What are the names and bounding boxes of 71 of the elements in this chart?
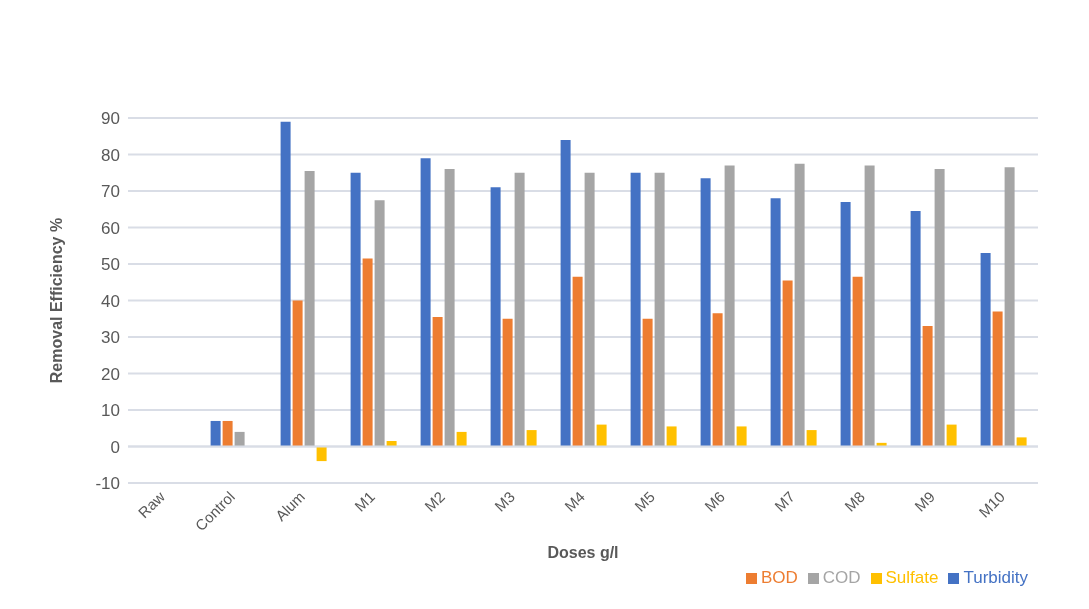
y-tick-label: 50 (101, 255, 120, 275)
bar (210, 420, 221, 447)
bar (280, 121, 291, 447)
bar (432, 316, 443, 447)
bar (572, 276, 583, 447)
x-tick-label: M3 (491, 487, 518, 515)
bar (700, 178, 711, 447)
bar (1004, 167, 1015, 447)
bar (724, 165, 735, 447)
y-tick-label: 90 (101, 109, 120, 129)
bar (584, 172, 595, 447)
x-tick-label: M7 (771, 487, 798, 515)
legend-label: BOD (760, 568, 798, 587)
y-tick-label: 0 (110, 437, 120, 457)
bar (292, 300, 303, 447)
bar (934, 169, 945, 447)
x-tick-label: M1 (351, 487, 378, 515)
y-tick-label: 30 (101, 328, 120, 348)
bar (514, 172, 525, 447)
bar (630, 172, 641, 447)
bar (794, 163, 805, 447)
bar (946, 424, 957, 447)
y-tick-label: -10 (95, 474, 120, 494)
bar (304, 170, 315, 447)
y-tick-label: 80 (101, 145, 120, 165)
y-axis-title: Removal Efficiency % (47, 217, 65, 384)
y-tick-label: 70 (101, 182, 120, 202)
bar (642, 318, 653, 447)
y-tick-label: 20 (101, 364, 120, 384)
bar (596, 424, 607, 447)
bar (374, 200, 385, 447)
bar (444, 169, 455, 447)
bar (736, 426, 747, 447)
x-tick-label: M6 (701, 487, 728, 515)
bar (1016, 437, 1027, 447)
legend-label: Turbidity (963, 568, 1028, 587)
bar (806, 430, 817, 447)
x-tick-label: M8 (841, 487, 868, 515)
y-tick-label: 60 (101, 218, 120, 238)
legend-label: COD (822, 568, 861, 587)
y-tick-label: 40 (101, 291, 120, 311)
bar (864, 165, 875, 447)
bar (770, 198, 781, 447)
x-tick-label: M4 (561, 487, 588, 515)
bar (782, 280, 793, 447)
legend-label: Sulfate (885, 568, 939, 587)
bar (456, 431, 467, 447)
bar (666, 426, 677, 447)
bar (910, 211, 921, 447)
bar (362, 258, 373, 447)
x-tick-label: M9 (911, 487, 938, 515)
bar (712, 313, 723, 447)
bar (526, 430, 537, 447)
bar (234, 431, 245, 447)
x-axis-title: Doses g/l (547, 544, 619, 561)
x-tick-label: M5 (631, 487, 658, 515)
bar (560, 139, 571, 447)
bar (840, 201, 851, 447)
bar (502, 318, 513, 447)
bar (980, 253, 991, 447)
bar (852, 276, 863, 447)
bar (654, 172, 665, 447)
y-tick-label: 10 (101, 401, 120, 421)
bar (386, 441, 397, 447)
bar (992, 311, 1003, 447)
bar (420, 158, 431, 447)
bar (922, 326, 933, 447)
x-tick-label: M2 (421, 487, 448, 515)
bar (350, 172, 361, 447)
bar (222, 420, 233, 447)
bar (490, 187, 501, 447)
